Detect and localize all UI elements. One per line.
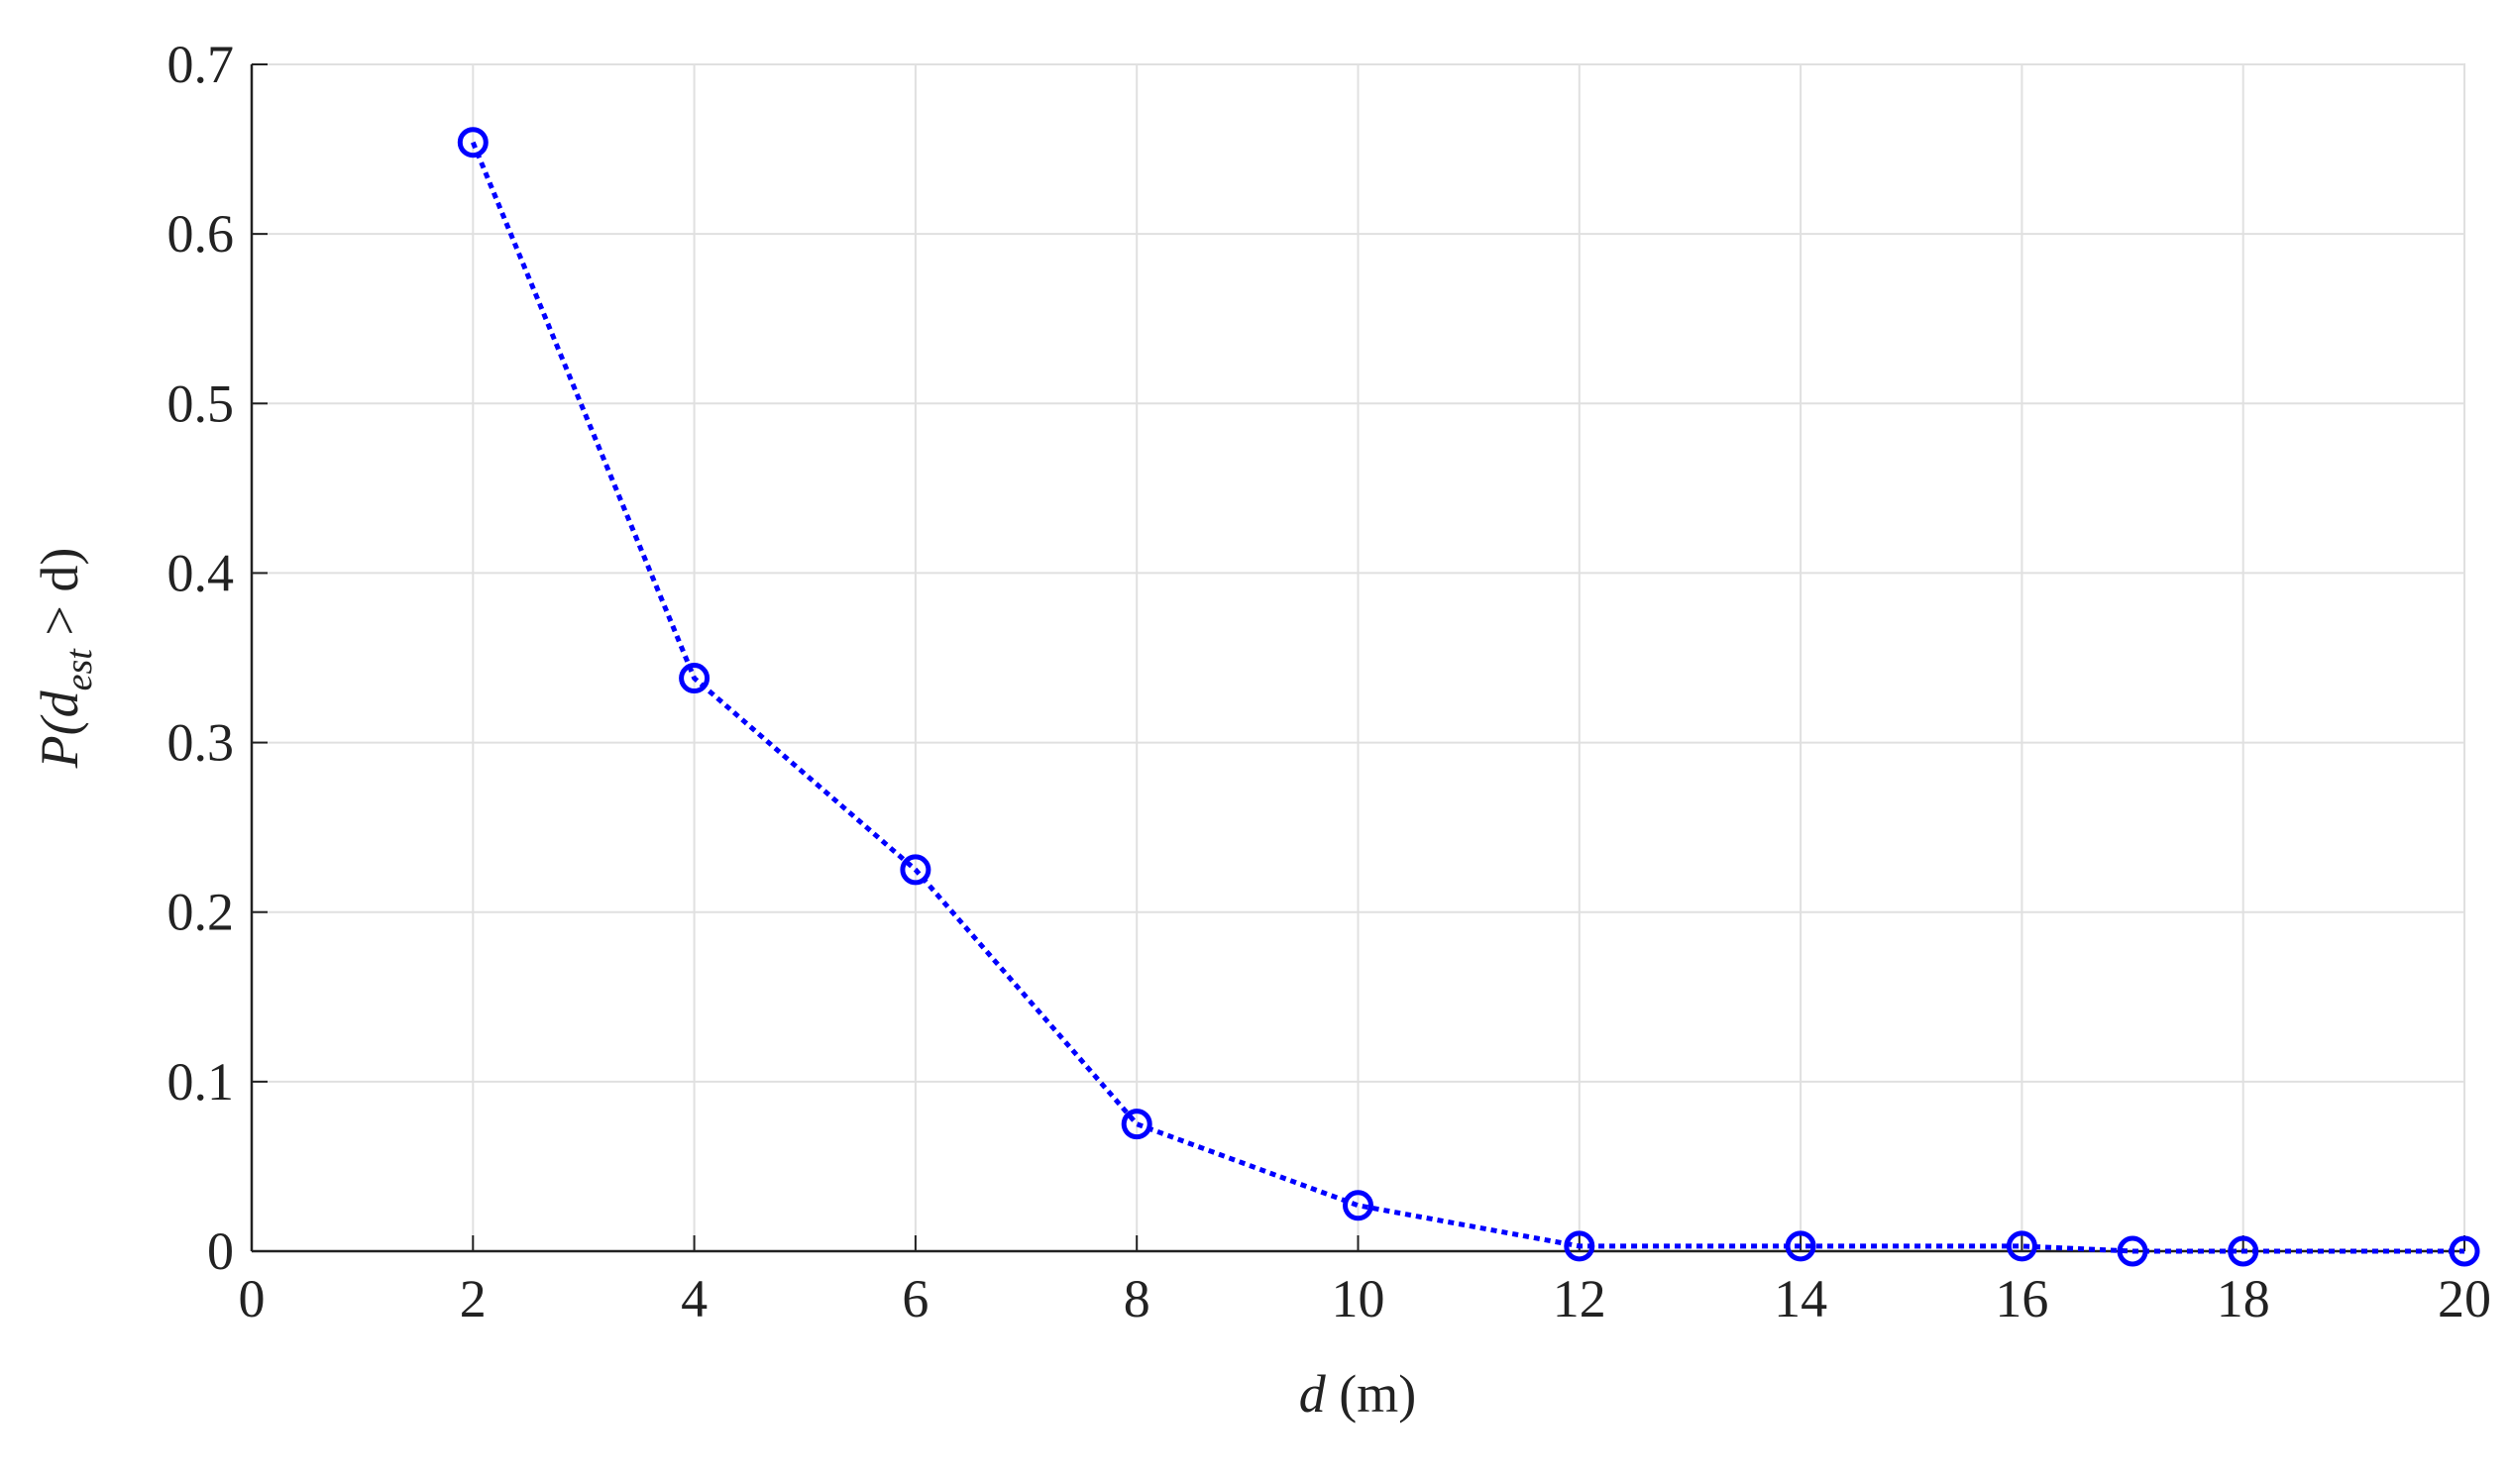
marker (2449, 1235, 2480, 1267)
x-tick-label: 10 (1332, 1269, 1385, 1328)
x-label-part: d (1299, 1364, 1327, 1424)
marker (2228, 1235, 2259, 1267)
y-axis-label: P(dest > d) (30, 548, 100, 770)
marker (900, 854, 931, 886)
marker (679, 663, 710, 694)
x-tick-label: 2 (460, 1269, 487, 1328)
marker (1785, 1230, 1816, 1262)
y-tick-label: 0 (207, 1221, 234, 1281)
y-tick-label: 0.1 (167, 1052, 235, 1112)
x-tick-label: 6 (902, 1269, 928, 1328)
x-tick-label: 14 (1774, 1269, 1827, 1328)
x-tick-label: 18 (2217, 1269, 2270, 1328)
marker (1121, 1109, 1152, 1140)
marker (457, 127, 489, 159)
x-tick-label: 8 (1124, 1269, 1150, 1328)
series-line (470, 141, 2464, 1254)
y-label-part: est (58, 648, 100, 691)
y-label-part: P(d (30, 689, 89, 769)
marker (2006, 1230, 2037, 1262)
y-tick-label: 0.3 (167, 713, 235, 773)
y-label-part: > d) (30, 548, 89, 649)
y-tick-label: 0.7 (167, 35, 235, 94)
y-tick-label: 0.6 (167, 204, 235, 264)
y-tick-label: 0.5 (167, 373, 235, 433)
x-tick-label: 4 (681, 1269, 708, 1328)
x-label-part: (m) (1326, 1364, 1416, 1424)
x-tick-label: 12 (1553, 1269, 1606, 1328)
y-tick-label: 0.2 (167, 883, 235, 942)
y-tick-label: 0.4 (167, 543, 235, 602)
marker (2117, 1235, 2148, 1267)
x-axis-label: d (m) (1299, 1364, 1416, 1424)
x-tick-label: 0 (239, 1269, 266, 1328)
x-tick-label: 16 (1995, 1269, 2048, 1328)
marker (1343, 1190, 1373, 1221)
x-tick-label: 20 (2438, 1269, 2491, 1328)
marker (1564, 1230, 1595, 1262)
